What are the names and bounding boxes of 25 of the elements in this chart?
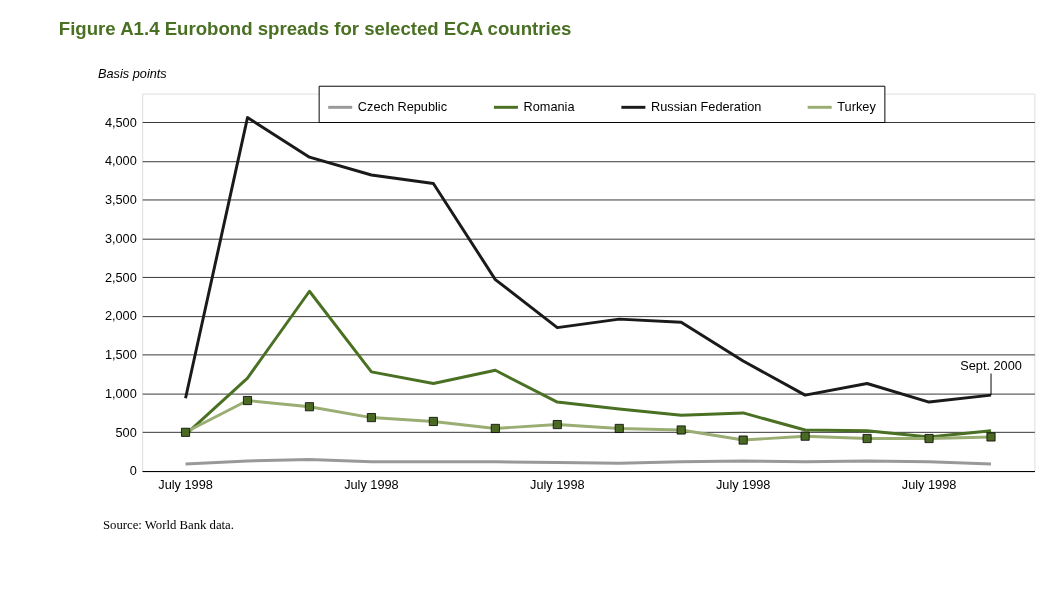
point	[924, 434, 934, 443]
x-tick-label: July 1998	[344, 477, 399, 493]
y-axis-title: Basis points	[98, 65, 168, 81]
source-note: Source: World Bank data.	[102, 517, 234, 532]
legend-label: Czech Republic	[357, 99, 448, 115]
y-tick-label: 4,500	[104, 114, 137, 130]
y-tick-label: 1,000	[104, 385, 137, 401]
x-tick-label: July 1998	[530, 477, 585, 493]
line-series	[184, 116, 993, 404]
y-tick-label: 3,500	[104, 192, 137, 208]
annotation: Sept. 2000	[960, 357, 1022, 373]
y-tick-label: 3,000	[104, 230, 137, 246]
legend-label: Russian Federation	[651, 99, 762, 115]
x-tick-label: July 1998	[715, 477, 771, 493]
y-tick-label: 1,500	[104, 347, 137, 363]
y-tick-label: 4,000	[104, 153, 137, 169]
y-tick-label: 0	[129, 463, 137, 479]
legend-label: Romania	[523, 99, 576, 115]
y-tick-label: 2,000	[104, 308, 137, 324]
legend-label: Turkey	[837, 99, 877, 115]
x-tick-label: July 1998	[901, 477, 957, 493]
x-tick-label: July 1998	[158, 477, 213, 493]
y-tick-label: 500	[115, 424, 137, 440]
y-tick-label: 2,500	[104, 269, 137, 285]
chart-title: Figure A1.4 Eurobond spreads for selected ECA countries	[58, 17, 572, 39]
